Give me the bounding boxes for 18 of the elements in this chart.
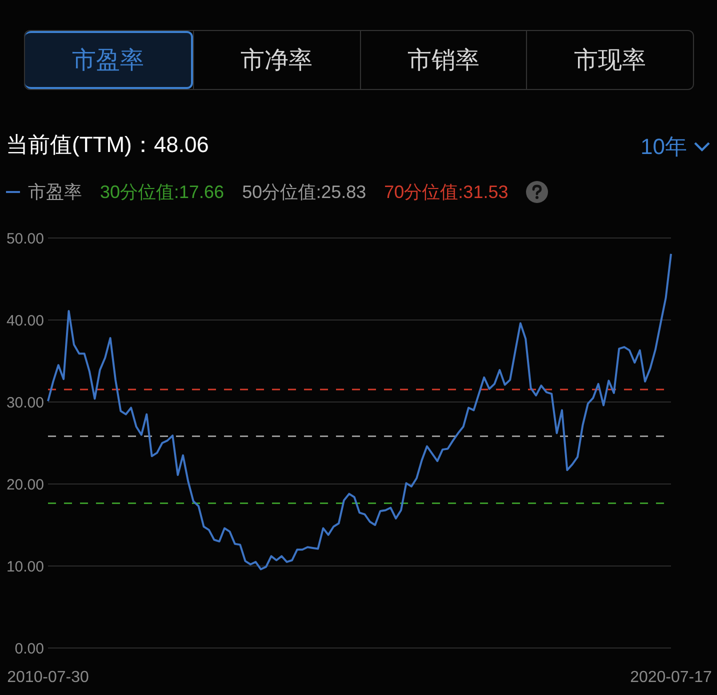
- text: 市销率: [360, 31, 526, 89]
- y-tick-label: 30.00: [6, 394, 44, 412]
- y-tick-label: 10.00: [6, 558, 44, 576]
- y-tick-label: 50.00: [6, 230, 44, 248]
- text: 市净率: [192, 31, 360, 89]
- x-tick-label: 2010-07-30: [7, 669, 90, 686]
- ref-line-label: 30分位值:17.66: [100, 181, 224, 204]
- chart-title: 当前值(TTM)：48.06: [6, 131, 209, 159]
- x-tick-label: 2020-07-17: [630, 669, 712, 686]
- ref-line-label: 50分位值:25.83: [242, 181, 366, 204]
- legend-label: 市盈率: [27, 181, 82, 204]
- y-tick-label: 20.00: [6, 476, 44, 494]
- text: 10年: [640, 133, 687, 161]
- y-tick-label: 40.00: [6, 312, 44, 330]
- y-tick-label: 0.00: [14, 640, 44, 658]
- text: 市现率: [526, 31, 693, 89]
- ref-line-label: 70分位值:31.53: [384, 181, 508, 204]
- line-series: [47, 252, 672, 570]
